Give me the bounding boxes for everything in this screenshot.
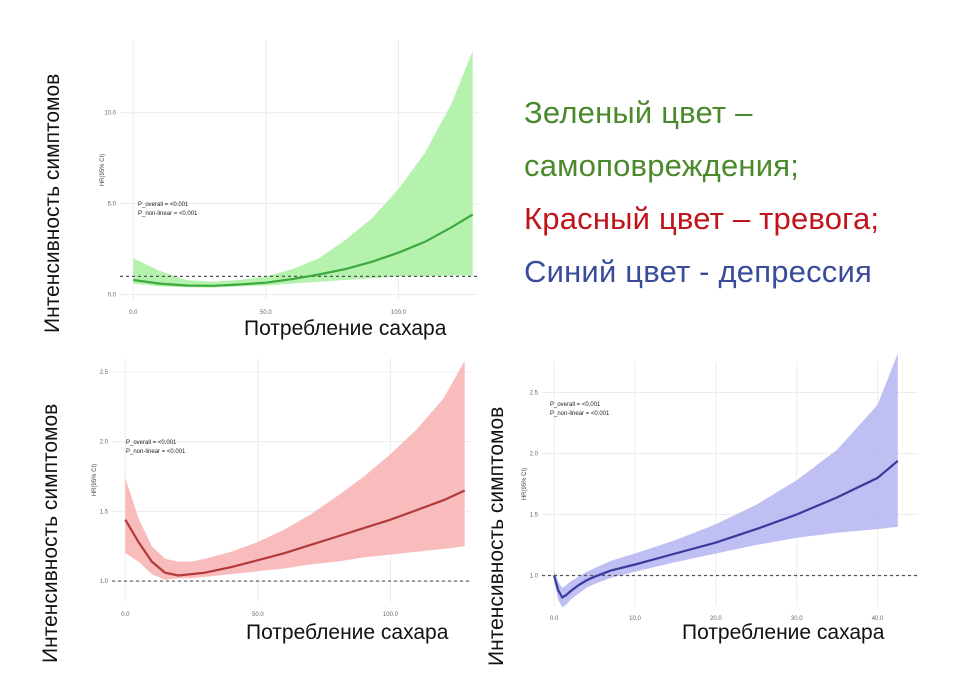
y-tick-label: 1.5 <box>530 513 539 519</box>
x-tick-label: 0.0 <box>121 612 130 618</box>
y-tick-label: 1.0 <box>530 574 539 580</box>
x-tick-label: 20.0 <box>710 616 722 622</box>
x-tick-label: 50.0 <box>252 612 264 618</box>
y-tick-label: 2.5 <box>530 391 539 397</box>
p-value-annotation: P_overall = <0.001 <box>138 202 189 208</box>
p-value-annotation: P_overall = <0.001 <box>126 440 177 446</box>
hr-axis-label: HR(95% CI) <box>522 468 528 500</box>
color-legend: Зеленый цвет – самоповреждения; Красный … <box>524 86 879 298</box>
x-tick-label: 30.0 <box>791 616 803 622</box>
x-axis-label: Потребление сахара <box>244 317 447 340</box>
series-line <box>133 213 474 287</box>
gridlines <box>120 40 478 300</box>
y-tick-label: 0.0 <box>108 293 117 299</box>
confidence-band <box>133 50 473 288</box>
chart-panel-depression: 0.0 10.0 20.0 30.0 40.0 1.0 1.5 2.0 2.5 HR(95% CI… <box>485 340 970 697</box>
x-tick-label: 100.0 <box>383 612 399 618</box>
legend-blue: Синий цвет - депрессия <box>524 254 873 289</box>
y-axis-label: Интенсивность симптомов <box>41 73 64 333</box>
p-value-annotation: P_non-linear = <0.001 <box>126 449 186 455</box>
legend-green-line1: Зеленый цвет – <box>524 95 753 130</box>
confidence-band <box>125 360 465 580</box>
x-tick-label: 10.0 <box>629 616 641 622</box>
chart-self-harm: 0.0 50.0 100.0 0.0 5.0 10.0 HR(95% CI) P_overal… <box>100 40 478 316</box>
series-line <box>124 489 466 577</box>
y-tick-label: 10.0 <box>104 111 116 117</box>
hr-axis-label: HR(95% CI) <box>100 154 106 186</box>
confidence-band <box>554 353 898 608</box>
y-tick-label: 2.5 <box>100 370 109 376</box>
chart-panel-anxiety: 0.0 50.0 100.0 1.0 1.5 2.0 2.5 HR(95% CI) P_over… <box>0 340 490 697</box>
x-tick-label: 50.0 <box>260 310 272 316</box>
y-axis-label: Интенсивность симптомов <box>485 406 508 666</box>
legend-green-line2: самоповреждения; <box>524 148 800 183</box>
p-value-annotation: P_non-linear = <0.001 <box>138 211 198 217</box>
x-tick-label: 0.0 <box>550 616 559 622</box>
legend-red: Красный цвет – тревога; <box>524 201 880 236</box>
y-tick-label: 1.0 <box>100 579 109 585</box>
chart-depression: 0.0 10.0 20.0 30.0 40.0 1.0 1.5 2.0 2.5 HR(95% CI… <box>522 353 918 622</box>
hr-axis-label: HR(95% CI) <box>92 464 98 496</box>
y-tick-label: 2.0 <box>530 452 539 458</box>
y-tick-label: 1.5 <box>100 509 109 515</box>
x-tick-label: 0.0 <box>129 310 138 316</box>
x-tick-label: 100.0 <box>391 310 407 316</box>
x-tick-label: 40.0 <box>872 616 884 622</box>
y-axis-label: Интенсивность симптомов <box>39 403 62 663</box>
chart-panel-self-harm: 0.0 50.0 100.0 0.0 5.0 10.0 HR(95% CI) P_overal… <box>0 0 490 340</box>
y-tick-label: 2.0 <box>100 440 109 446</box>
chart-anxiety: 0.0 50.0 100.0 1.0 1.5 2.0 2.5 HR(95% CI) P_over… <box>92 358 470 618</box>
p-value-annotation: P_non-linear = <0.001 <box>550 411 610 417</box>
series-line <box>553 459 899 600</box>
x-axis-label: Потребление сахара <box>246 621 449 644</box>
y-tick-label: 5.0 <box>108 202 117 208</box>
x-axis-label: Потребление сахара <box>682 621 885 644</box>
p-value-annotation: P_overall = <0.001 <box>550 402 601 408</box>
